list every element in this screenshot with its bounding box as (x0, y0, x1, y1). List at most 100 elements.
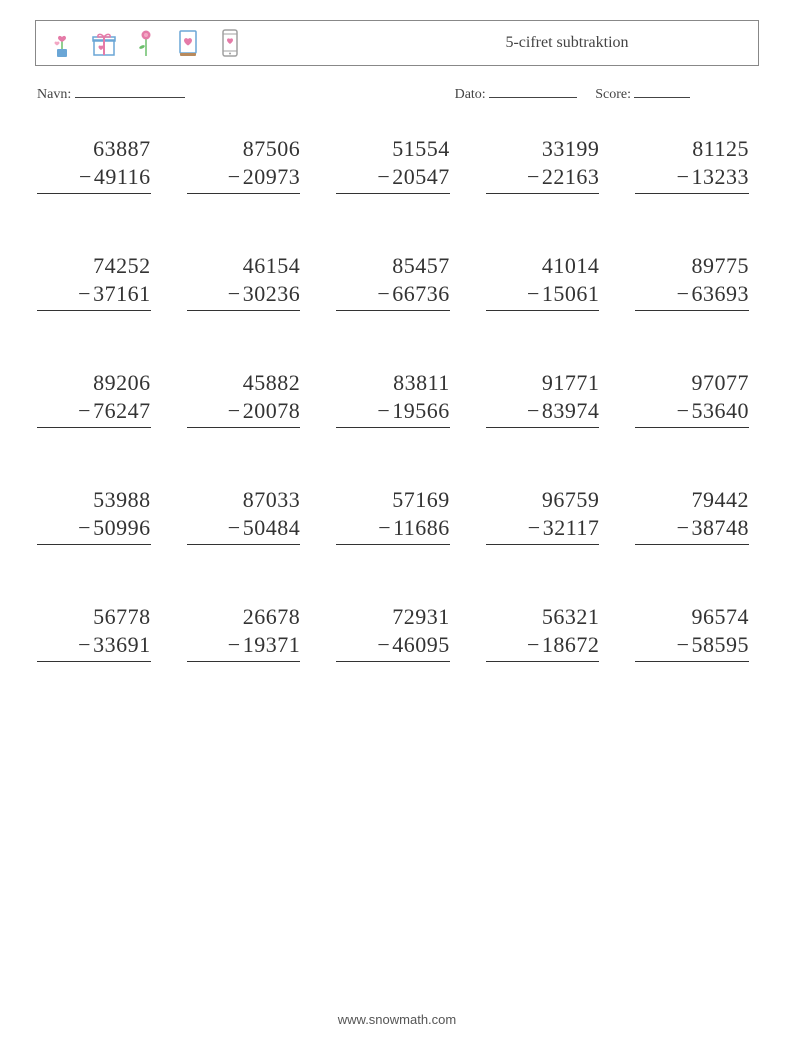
subtraction-problem: 45882−20078 (187, 369, 309, 428)
subtrahend-row: −22163 (486, 163, 600, 195)
minus-sign: − (677, 632, 690, 657)
minuend: 87033 (187, 486, 301, 514)
subtraction-problem: 91771−83974 (486, 369, 608, 428)
subtrahend: 20973 (243, 164, 301, 189)
subtraction-problem: 51554−20547 (336, 135, 458, 194)
minus-sign: − (228, 632, 241, 657)
minus-sign: − (528, 515, 541, 540)
subtrahend: 46095 (392, 632, 450, 657)
minus-sign: − (228, 398, 241, 423)
minuend: 26678 (187, 603, 301, 631)
score-label: Score: (595, 87, 631, 102)
subtrahend-row: −66736 (336, 280, 450, 312)
subtrahend: 30236 (243, 281, 301, 306)
subtrahend-row: −49116 (37, 163, 151, 195)
minuend: 89775 (635, 252, 749, 280)
subtraction-problem: 87506−20973 (187, 135, 309, 194)
subtrahend-row: −83974 (486, 397, 600, 429)
minuend: 46154 (187, 252, 301, 280)
worksheet-title: 5-cifret subtraktion (246, 34, 748, 52)
minuend: 56321 (486, 603, 600, 631)
subtraction-problem: 83811−19566 (336, 369, 458, 428)
name-blank[interactable] (75, 84, 185, 98)
subtraction-problem: 79442−38748 (635, 486, 757, 545)
subtraction-problem: 56321−18672 (486, 603, 608, 662)
subtrahend: 11686 (393, 515, 450, 540)
minus-sign: − (677, 398, 690, 423)
rose-icon (130, 27, 162, 59)
header-box: 5-cifret subtraktion (35, 20, 759, 66)
subtraction-problem: 41014−15061 (486, 252, 608, 311)
name-field: Navn: (37, 84, 455, 103)
minuend: 74252 (37, 252, 151, 280)
subtrahend-row: −20973 (187, 163, 301, 195)
subtrahend: 58595 (691, 632, 749, 657)
subtrahend-row: −38748 (635, 514, 749, 546)
minus-sign: − (377, 281, 390, 306)
subtraction-problem: 57169−11686 (336, 486, 458, 545)
footer-url: www.snowmath.com (0, 1012, 794, 1027)
subtraction-problem: 56778−33691 (37, 603, 159, 662)
subtrahend: 66736 (392, 281, 450, 306)
heart-plant-icon (46, 27, 78, 59)
minuend: 83811 (336, 369, 450, 397)
subtraction-problem: 87033−50484 (187, 486, 309, 545)
minus-sign: − (377, 398, 390, 423)
subtrahend: 20547 (392, 164, 450, 189)
minuend: 79442 (635, 486, 749, 514)
minus-sign: − (228, 281, 241, 306)
minus-sign: − (677, 164, 690, 189)
subtrahend: 19566 (392, 398, 450, 423)
minuend: 89206 (37, 369, 151, 397)
subtrahend-row: −20547 (336, 163, 450, 195)
minuend: 85457 (336, 252, 450, 280)
subtraction-problem: 81125−13233 (635, 135, 757, 194)
minuend: 97077 (635, 369, 749, 397)
subtrahend-row: −63693 (635, 280, 749, 312)
date-label: Dato: (455, 87, 486, 102)
subtraction-problem: 85457−66736 (336, 252, 458, 311)
minuend: 41014 (486, 252, 600, 280)
minus-sign: − (527, 398, 540, 423)
subtrahend: 38748 (691, 515, 749, 540)
subtraction-problem: 53988−50996 (37, 486, 159, 545)
minus-sign: − (377, 632, 390, 657)
header-icons (46, 27, 246, 59)
date-blank[interactable] (489, 84, 577, 98)
score-blank[interactable] (634, 84, 690, 98)
subtrahend-row: −15061 (486, 280, 600, 312)
minus-sign: − (527, 164, 540, 189)
name-label: Navn: (37, 87, 71, 102)
subtrahend: 53640 (691, 398, 749, 423)
minus-sign: − (78, 632, 91, 657)
minus-sign: − (677, 281, 690, 306)
minus-sign: − (228, 515, 241, 540)
subtrahend: 22163 (542, 164, 600, 189)
problems-grid: 63887−4911687506−2097351554−2054733199−2… (35, 135, 759, 662)
minuend: 53988 (37, 486, 151, 514)
subtraction-problem: 26678−19371 (187, 603, 309, 662)
heart-phone-icon (214, 27, 246, 59)
subtraction-problem: 96574−58595 (635, 603, 757, 662)
minus-sign: − (377, 164, 390, 189)
date-field: Dato: (455, 84, 578, 103)
minuend: 45882 (187, 369, 301, 397)
subtrahend-row: −18672 (486, 631, 600, 663)
minuend: 33199 (486, 135, 600, 163)
subtrahend-row: −20078 (187, 397, 301, 429)
subtrahend-row: −53640 (635, 397, 749, 429)
subtrahend-row: −37161 (37, 280, 151, 312)
subtraction-problem: 89206−76247 (37, 369, 159, 428)
minus-sign: − (78, 515, 91, 540)
minuend: 56778 (37, 603, 151, 631)
subtrahend: 49116 (94, 164, 151, 189)
minuend: 51554 (336, 135, 450, 163)
minus-sign: − (378, 515, 391, 540)
minuend: 72931 (336, 603, 450, 631)
subtrahend-row: −30236 (187, 280, 301, 312)
subtrahend: 83974 (542, 398, 600, 423)
subtraction-problem: 74252−37161 (37, 252, 159, 311)
subtrahend: 19371 (243, 632, 301, 657)
subtrahend-row: −19566 (336, 397, 450, 429)
subtrahend: 50484 (243, 515, 301, 540)
